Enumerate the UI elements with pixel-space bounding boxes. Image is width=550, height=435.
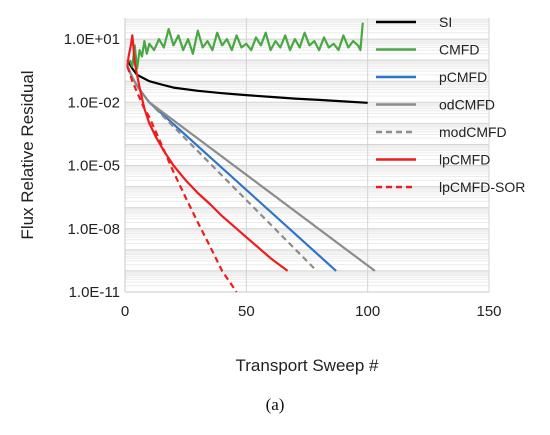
legend-label: modCMFD [439, 124, 507, 140]
legend-label: pCMFD [439, 69, 487, 85]
x-tick-label: 150 [476, 303, 501, 320]
series-line-lpcmfd-sor [126, 66, 238, 293]
series-line-modcmfd [126, 66, 318, 272]
x-axis-title: Transport Sweep # [236, 356, 380, 375]
y-tick-label: 1.0E+01 [64, 31, 120, 48]
y-axis-title: Flux Relative Residual [18, 70, 37, 239]
series-lines [126, 22, 376, 293]
y-tick-label: 1.0E-11 [69, 284, 120, 301]
x-tick-label: 100 [355, 303, 380, 320]
y-tick-label: 1.0E-02 [67, 94, 120, 111]
x-tick-label: 50 [238, 303, 255, 320]
series-line-lpcmfd [126, 34, 289, 272]
series-line-cmfd [128, 22, 364, 70]
gridlines [125, 18, 490, 292]
legend-label: lpCMFD-SOR [439, 179, 525, 195]
x-tick-labels: 0 50 100 150 [121, 303, 502, 320]
legend-label: CMFD [439, 42, 479, 58]
legend-label: SI [439, 14, 452, 30]
y-tick-label: 1.0E-05 [67, 158, 120, 175]
legend: SI CMFD pCMFD odCMFD modCMFD lpCMFD lpCMFD-SOR [376, 14, 525, 195]
figure-caption: (a) [265, 395, 285, 414]
series-line-si [126, 59, 368, 104]
chart: 1.0E-11 1.0E-08 1.0E-05 1.0E-02 1.0E+01 0 50 1… [18, 14, 525, 375]
x-tick-label: 0 [121, 303, 129, 320]
legend-label: odCMFD [439, 97, 495, 113]
legend-label: lpCMFD [439, 152, 490, 168]
y-tick-label: 1.0E-08 [67, 221, 120, 238]
y-tick-labels: 1.0E-11 1.0E-08 1.0E-05 1.0E-02 1.0E+01 [64, 31, 120, 301]
